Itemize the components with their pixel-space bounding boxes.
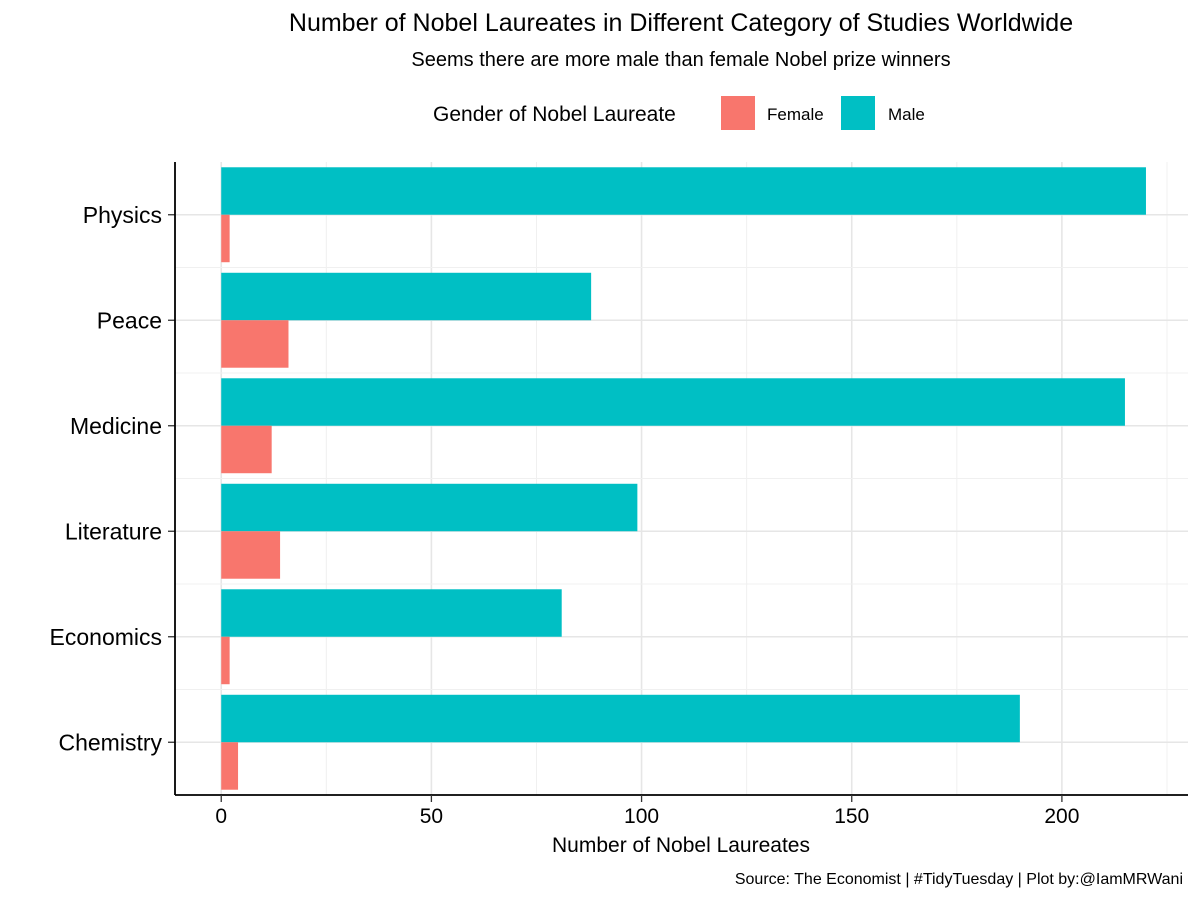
tick-labels: Physics Peace Medicine Literature Economics C… [50,202,1080,828]
legend-title: Gender of Nobel Laureate [433,103,676,126]
bar-physics-male [221,167,1146,215]
legend-label-male: Male [888,105,925,124]
chart-title: Number of Nobel Laureates in Different C… [289,9,1073,37]
bar-chemistry-female [221,742,239,790]
bar-peace-male [221,272,592,321]
bar-medicine-male [221,378,1125,426]
bar-literature-male [221,483,638,532]
x-axis-title: Number of Nobel Laureates [552,834,810,857]
bar-economics-female [221,636,230,685]
bar-chemistry-male [221,694,1020,743]
axes [168,162,1188,802]
bars [221,167,1146,790]
bar-literature-female [221,531,281,579]
bar-peace-female [221,320,289,368]
y-tick-label-chemistry: Chemistry [58,729,162,755]
y-tick-label-literature: Literature [65,518,162,544]
y-tick-label-physics: Physics [83,202,162,228]
y-tick-label-peace: Peace [97,307,162,333]
bar-physics-female [221,214,230,263]
x-tick-label-200: 200 [1044,805,1079,828]
y-tick-label-medicine: Medicine [70,413,162,439]
chart-subtitle: Seems there are more male than female No… [411,49,950,71]
chart-caption: Source: The Economist | #TidyTuesday | P… [735,871,1183,888]
bar-medicine-female [221,425,272,474]
bar-economics-male [221,589,562,637]
x-tick-label-150: 150 [834,805,869,828]
legend-key-male [841,96,875,130]
x-tick-label-0: 0 [215,805,227,828]
legend: Gender of Nobel Laureate Female Male [433,96,925,130]
x-tick-label-100: 100 [624,805,659,828]
y-tick-label-economics: Economics [50,624,162,650]
legend-label-female: Female [767,105,824,124]
x-tick-label-50: 50 [420,805,443,828]
legend-key-female [721,96,755,130]
